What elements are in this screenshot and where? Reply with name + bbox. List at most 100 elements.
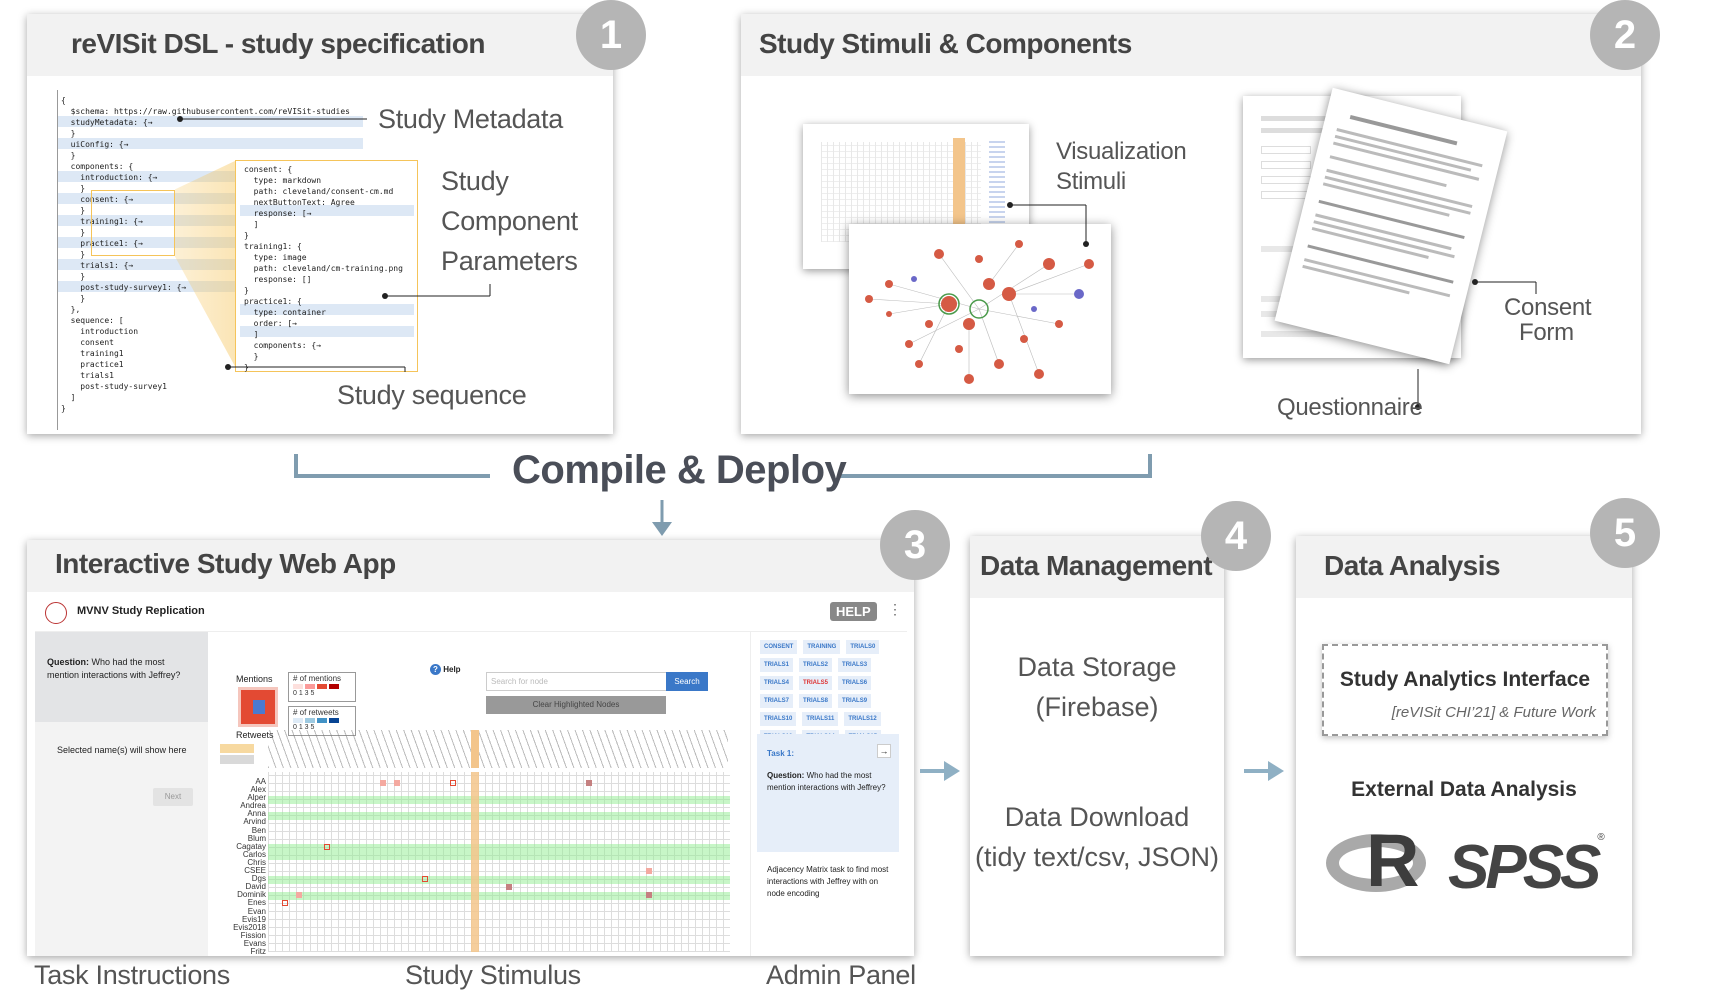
data-management-panel: Data Management Data Storage (Firebase) … — [970, 536, 1224, 956]
matrix-row-label[interactable]: David — [245, 882, 266, 892]
webapp-panel-header: Interactive Study Web App — [27, 540, 914, 592]
analytics-interface-box: Study Analytics Interface [reVISit CHI’2… — [1322, 644, 1608, 736]
app-screen: MVNV Study Replication HELP ⋮ Question: … — [35, 592, 907, 956]
matrix-row-label[interactable]: Evan — [247, 906, 266, 916]
matrix-row-label[interactable]: Cagatay — [236, 841, 266, 851]
trial-chip[interactable]: CONSENT — [760, 640, 798, 654]
label-component-params-1: Study — [441, 166, 509, 196]
trial-chip[interactable]: TRIALS12 — [844, 712, 881, 726]
spss-logo-icon: SPSS® — [1448, 832, 1605, 902]
matrix-row-label[interactable]: Andrea — [240, 801, 266, 811]
data-management-header: Data Management — [970, 536, 1224, 598]
label-questionnaire: Questionnaire — [1277, 394, 1423, 421]
matrix-row-label[interactable]: Alex — [250, 785, 266, 795]
label-visualization-stimuli-2: Stimuli — [1056, 168, 1126, 195]
label-study-metadata: Study Metadata — [378, 104, 563, 134]
label-component-params-3: Parameters — [441, 246, 578, 276]
matrix-row-label[interactable]: Enes — [247, 898, 266, 908]
app-title: MVNV Study Replication — [77, 605, 205, 617]
matrix-selected-column-label — [471, 730, 479, 768]
trial-chip[interactable]: TRIALS1 — [760, 658, 794, 672]
matrix-row-label[interactable]: Ben — [251, 825, 266, 835]
matrix-row-label[interactable]: Fritz — [250, 946, 266, 956]
matrix-row-label[interactable]: Evans — [243, 938, 266, 948]
label-study-stimulus: Study Stimulus — [405, 960, 581, 990]
trial-chip[interactable]: TRIALS9 — [838, 694, 872, 708]
matrix-column-labels — [268, 730, 728, 768]
dsl-code-block: { $schema: https://raw.githubusercontent… — [57, 90, 367, 430]
label-study-sequence: Study sequence — [337, 380, 527, 410]
question-text: Who had the most mention interactions wi… — [47, 657, 181, 680]
data-download-line2: (tidy text/csv, JSON) — [974, 842, 1220, 872]
label-component-params-2: Component — [441, 206, 578, 236]
trial-chip[interactable]: TRAINING — [803, 640, 841, 654]
question-prefix: Question: — [47, 657, 89, 667]
legend-node-swatch — [238, 687, 278, 727]
matrix-row-label[interactable]: Anna — [247, 809, 266, 819]
matrix-row-label[interactable]: AA — [255, 777, 266, 786]
network-graph — [865, 240, 1094, 384]
data-analysis-header: Data Analysis — [1296, 536, 1632, 598]
dsl-panel-title: reVISit DSL - study specification — [71, 28, 485, 59]
help-badge[interactable]: HELP — [830, 602, 877, 621]
matrix-row-label[interactable]: Alper — [247, 793, 266, 803]
matrix-row-label[interactable]: Arvind — [243, 817, 266, 827]
network-stimulus-thumbnail — [849, 224, 1111, 394]
help-circle-icon: ? — [430, 664, 441, 675]
external-analysis-label: External Data Analysis — [1351, 778, 1577, 801]
task-expand-icon[interactable]: → — [877, 744, 891, 758]
matrix-row-label[interactable]: Blum — [247, 833, 266, 843]
next-button[interactable]: Next — [153, 788, 193, 806]
trial-chip[interactable]: TRIALS5 — [799, 676, 833, 690]
badge-3: 3 — [880, 510, 950, 580]
data-storage-line2: (Firebase) — [1035, 692, 1159, 722]
task-card: Task 1: Question: Who had the most menti… — [757, 734, 899, 852]
badge-1: 1 — [576, 0, 646, 70]
dsl-panel-header: reVISit DSL - study specification — [27, 14, 613, 76]
clear-highlighted-button[interactable]: Clear Highlighted Nodes — [486, 696, 666, 714]
trial-chip[interactable]: TRIALS6 — [838, 676, 872, 690]
matrix-row-label[interactable]: Evis2018 — [233, 922, 266, 932]
task-description: Adjacency Matrix task to find most inter… — [767, 865, 889, 898]
matrix-row-label[interactable]: Dgs — [251, 874, 266, 884]
trial-chip[interactable]: TRIALS11 — [802, 712, 839, 726]
matrix-row-label[interactable]: Fission — [240, 930, 266, 940]
compile-bracket — [294, 454, 1152, 536]
trial-chip[interactable]: TRIALS8 — [799, 694, 833, 708]
trial-chip[interactable]: TRIALS7 — [760, 694, 794, 708]
analytics-interface-sub: [reVISit CHI’21] & Future Work — [1391, 704, 1596, 721]
badge-4: 4 — [1201, 501, 1271, 571]
stimuli-panel-header: Study Stimuli & Components — [741, 14, 1641, 76]
badge-2: 2 — [1590, 0, 1660, 70]
trial-chip[interactable]: TRIALS2 — [799, 658, 833, 672]
label-consent-form-1: Consent — [1504, 294, 1592, 321]
webapp-panel-title: Interactive Study Web App — [55, 548, 396, 579]
admin-panel: CONSENT TRAINING TRIALS0 TRIALS1 TRIALS2 TRIA… — [750, 632, 907, 956]
selected-names-text: Selected name(s) will show here — [57, 745, 187, 755]
search-button[interactable]: Search — [666, 672, 708, 691]
webapp-panel: Interactive Study Web App MVNV Study Rep… — [27, 540, 914, 956]
trial-chip[interactable]: TRIALS0 — [846, 640, 880, 654]
more-menu-icon[interactable]: ⋮ — [888, 601, 902, 617]
legend-num-mentions: # of mentions 0 1 3 5 — [288, 672, 356, 702]
dsl-connectors — [177, 116, 491, 372]
help-link[interactable]: ? Help — [430, 664, 461, 675]
task-instructions-sidebar: Question: Who had the most mention inter… — [35, 632, 208, 956]
app-header: MVNV Study Replication HELP ⋮ — [35, 592, 907, 632]
task-question: Who had the most mention interactions wi… — [767, 771, 886, 792]
matrix-row-label[interactable]: CSEE — [244, 866, 266, 876]
matrix-row-label[interactable]: Carlos — [242, 849, 266, 859]
consent-highlight-box — [91, 190, 175, 256]
stimuli-panel-title: Study Stimuli & Components — [759, 28, 1132, 59]
label-task-instructions: Task Instructions — [34, 960, 230, 990]
dsl-code-text: { $schema: https://raw.githubusercontent… — [61, 96, 350, 413]
matrix-row-label[interactable]: Chris — [247, 857, 266, 867]
trial-chip[interactable]: TRIALS3 — [838, 658, 872, 672]
label-visualization-stimuli-1: Visualization — [1056, 138, 1187, 165]
legend-mentions-label: Mentions — [236, 674, 273, 684]
matrix-row-label[interactable]: Dominik — [237, 890, 266, 900]
trial-chip[interactable]: TRIALS10 — [760, 712, 797, 726]
trial-chip[interactable]: TRIALS4 — [760, 676, 794, 690]
matrix-row-label[interactable]: Evis19 — [241, 914, 266, 924]
